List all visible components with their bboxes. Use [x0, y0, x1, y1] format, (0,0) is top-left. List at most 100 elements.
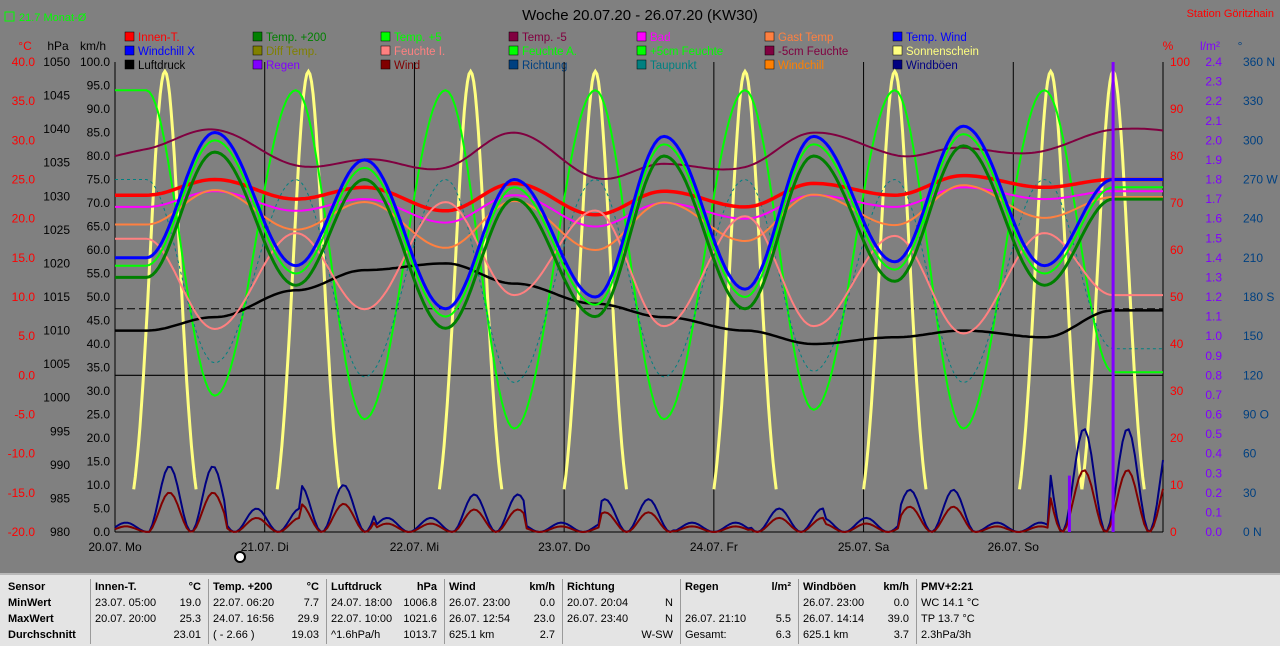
tick-rain: 0.4 [1205, 447, 1222, 461]
tick-wind: 85.0 [87, 126, 111, 140]
tick-rain: 0.3 [1205, 466, 1222, 480]
sunshine-series [712, 68, 778, 490]
table-cell: TP 13.7 °C [921, 613, 975, 625]
sunshine-series [275, 68, 342, 490]
x-tick-label: 26.07. So [988, 540, 1040, 554]
table-cell-value: 7.7 [303, 597, 319, 609]
table-cell: 20.07. 20:00 [95, 613, 157, 625]
table-row: 26.07. 23:00 0.0 [799, 595, 915, 611]
tick-direction: 150 [1243, 329, 1263, 343]
tick-rain: 1.9 [1205, 153, 1222, 167]
table-cell: 24.07. 18:00 [331, 597, 393, 609]
legend-swatch [380, 45, 391, 56]
axis-unit-pressure: hPa [47, 39, 69, 53]
x-axis: 20.07. Mo 21.07. Di 22.07. Mi 23.07. Do 24.0… [88, 540, 1039, 554]
table-cell: 2.3hPa/3h [921, 629, 972, 641]
table-cell: Richtung [567, 581, 615, 593]
bath-temp-series [115, 186, 1163, 228]
tick-humidity: 70 [1170, 196, 1184, 210]
tick-rain: 1.1 [1205, 310, 1222, 324]
legend-label: Windchill X [138, 46, 195, 58]
table-column: Innen-T. °C 23.07. 05:00 19.0 20.07. 20:00 25… [90, 579, 207, 644]
table-cell-value: km/h [883, 581, 909, 593]
month-average: 21.7 Monat-Ø [19, 12, 87, 24]
tick-direction: 90 O [1243, 408, 1269, 422]
table-cell: Sensor [8, 581, 46, 593]
table-row: WC 14.1 °C [917, 595, 1037, 611]
tick-wind: 40.0 [87, 337, 111, 351]
legend-swatch [380, 31, 391, 42]
table-cell-value: 23.01 [173, 629, 201, 641]
tick-temp: -20.0 [8, 525, 36, 539]
tick-humidity: 100 [1170, 55, 1190, 69]
table-row: 26.07. 14:14 39.0 [799, 611, 915, 627]
legend-swatch [764, 45, 775, 56]
tick-pressure: 1030 [43, 189, 70, 203]
table-cell-value: 0.0 [893, 597, 909, 609]
table-column: Luftdruck hPa 24.07. 18:00 1006.8 22.07. 10:… [326, 579, 443, 644]
table-row: 22.07. 10:00 1021.6 [327, 611, 443, 627]
legend-swatch [764, 59, 775, 70]
tick-wind: 70.0 [87, 196, 111, 210]
table-cell-value: hPa [416, 581, 437, 593]
table-cell-value: l/m² [771, 581, 791, 593]
tick-wind: 25.0 [87, 408, 111, 422]
table-row: ^1.6hPa/h 1013.7 [327, 627, 443, 643]
gust-series [114, 428, 1164, 533]
tick-wind: 30.0 [87, 384, 111, 398]
table-cell: PMV+2:21 [921, 581, 974, 593]
tick-temp: -5.0 [14, 408, 35, 422]
station-name: Station Göritzhain [1187, 8, 1274, 20]
pressure-series [115, 262, 1163, 346]
legend-label: Windböen [906, 60, 958, 72]
table-row: 24.07. 16:56 29.9 [209, 611, 325, 627]
table-cell: Innen-T. [95, 581, 137, 593]
tick-humidity: 60 [1170, 243, 1184, 257]
table-row: W-SW [563, 627, 679, 643]
table-cell-value: 6.3 [775, 629, 791, 641]
tick-humidity: 10 [1170, 478, 1184, 492]
tick-direction: 360 N [1243, 55, 1275, 69]
tick-rain: 2.2 [1205, 94, 1222, 108]
legend-swatch [252, 59, 263, 70]
table-row: 625.1 km 3.7 [799, 627, 915, 643]
table-column: Temp. +200 °C 22.07. 06:20 7.7 24.07. 16:56 2… [208, 579, 325, 644]
tick-humidity: 40 [1170, 337, 1184, 351]
sunshine-series [132, 68, 198, 490]
table-row: Wind km/h [445, 579, 561, 595]
table-row: Regen l/m² [681, 579, 797, 595]
table-cell: 26.07. 23:40 [567, 613, 629, 625]
tick-rain: 1.0 [1205, 329, 1222, 343]
legend-label: Diff Temp. [266, 46, 317, 58]
table-row: Gesamt: 6.3 [681, 627, 797, 643]
table-cell-value: 2.7 [539, 629, 555, 641]
table-cell: 22.07. 10:00 [331, 613, 393, 625]
table-row: Innen-T. °C [91, 579, 207, 595]
table-cell-value: 19.03 [291, 629, 319, 641]
humidity-in-series [115, 201, 1163, 335]
axis-unit-temp: °C [18, 39, 32, 53]
chart-title: Woche 20.07.20 - 26.07.20 (KW30) [522, 7, 758, 24]
legend-swatch [380, 59, 391, 70]
axis-unit-rain: l/m² [1200, 39, 1220, 53]
table-column: Wind km/h 26.07. 23:00 0.0 26.07. 12:54 23.0 6… [444, 579, 561, 644]
table-cell-value: km/h [529, 581, 555, 593]
series [114, 62, 1164, 533]
tick-rain: 1.2 [1205, 290, 1222, 304]
table-cell: WC 14.1 °C [921, 597, 980, 609]
table-row: 2.3hPa/3h [917, 627, 1037, 643]
table-row: 26.07. 23:00 0.0 [445, 595, 561, 611]
tick-direction: 330 [1243, 94, 1263, 108]
tick-wind: 10.0 [87, 478, 111, 492]
legend-swatch [508, 45, 519, 56]
table-row: Sensor [4, 579, 88, 595]
temp-minus5-series [114, 127, 1164, 180]
legend-swatch [892, 59, 903, 70]
axis-headers: °C hPa km/h% l/m² ° [18, 39, 1242, 53]
tick-rain: 2.1 [1205, 114, 1222, 128]
table-cell-value: 29.9 [297, 613, 319, 625]
axis-unit-humidity: % [1163, 39, 1174, 53]
tick-wind: 65.0 [87, 220, 111, 234]
tick-rain: 2.0 [1205, 133, 1222, 147]
tick-humidity: 90 [1170, 102, 1184, 116]
